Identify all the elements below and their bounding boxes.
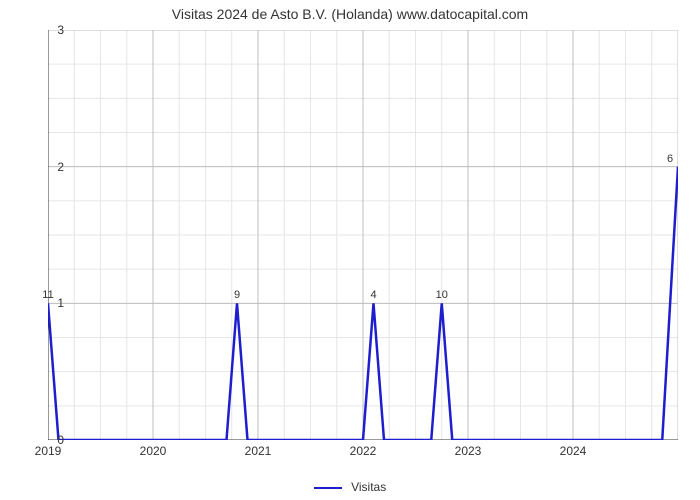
y-tick-label: 2 [57,160,64,174]
point-label: 9 [234,289,240,301]
point-label: 4 [370,289,376,301]
legend-swatch [314,487,342,489]
x-tick-label: 2024 [560,444,587,458]
y-tick-label: 1 [57,296,64,310]
x-tick-label: 2019 [35,444,62,458]
plot-area [48,30,678,440]
x-tick-label: 2022 [350,444,377,458]
legend-label: Visitas [351,480,386,494]
x-tick-label: 2021 [245,444,272,458]
point-label: 11 [42,289,53,301]
y-tick-label: 3 [57,23,64,37]
chart-title: Visitas 2024 de Asto B.V. (Holanda) www.… [0,0,700,22]
point-label: 10 [436,289,448,301]
x-tick-label: 2023 [455,444,482,458]
chart-container: Visitas 2024 de Asto B.V. (Holanda) www.… [0,0,700,500]
legend: Visitas [0,480,700,494]
plot-svg [48,30,678,440]
x-tick-label: 2020 [140,444,167,458]
point-label: 6 [667,153,673,165]
